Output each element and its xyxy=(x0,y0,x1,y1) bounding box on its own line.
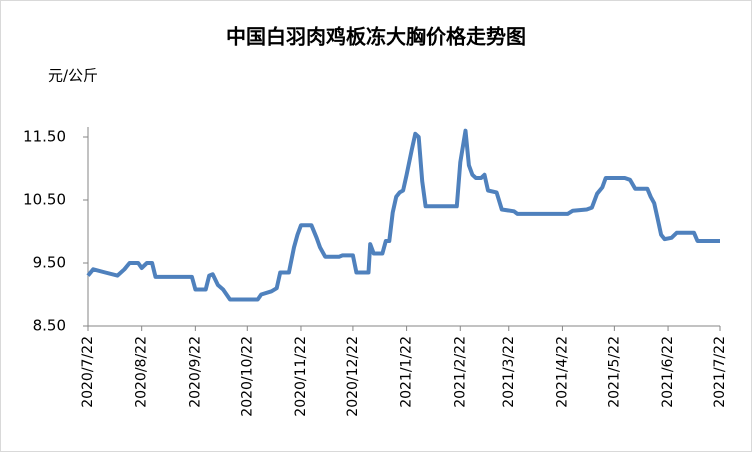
y-tick-label: 8.50 xyxy=(33,317,66,335)
x-tick-label: 2020/9/22 xyxy=(187,336,203,408)
x-tick-label: 2021/6/22 xyxy=(660,336,676,408)
x-tick-label: 2021/4/22 xyxy=(554,336,570,408)
x-tick-label: 2020/11/22 xyxy=(293,336,309,417)
y-tick-label: 10.50 xyxy=(23,191,66,209)
x-tick-label: 2020/10/22 xyxy=(239,336,255,417)
x-tick-label: 2021/2/22 xyxy=(452,336,468,408)
data-line xyxy=(86,128,720,302)
x-tick-label: 2021/3/22 xyxy=(501,336,517,408)
x-tick-label: 2020/12/22 xyxy=(345,336,361,417)
x-tick-label: 2020/8/22 xyxy=(134,336,150,408)
x-tick-label: 2020/7/22 xyxy=(80,336,96,408)
x-tick-label: 2021/1/22 xyxy=(399,336,415,408)
x-tick-label: 2021/7/22 xyxy=(712,336,728,408)
y-axis-label: 元/公斤 xyxy=(48,67,98,85)
x-tick-label: 2021/5/22 xyxy=(606,336,622,408)
chart-title: 中国白羽肉鸡板冻大胸价格走势图 xyxy=(226,25,526,49)
y-tick-label: 11.50 xyxy=(23,128,66,146)
y-tick-label: 9.50 xyxy=(33,254,66,272)
